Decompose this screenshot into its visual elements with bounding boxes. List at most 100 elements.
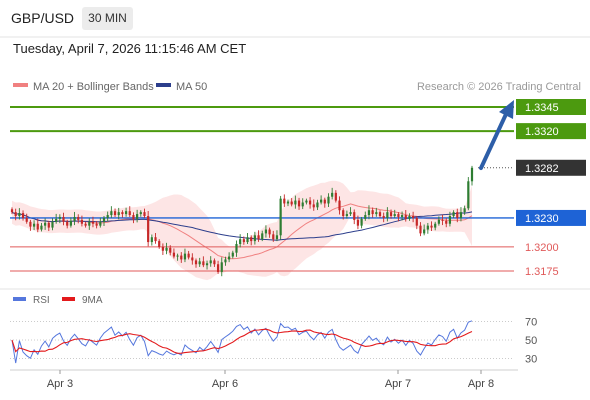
rsi-tick-label: 70 [525, 317, 537, 329]
candle [202, 256, 205, 268]
candle-body [165, 247, 168, 251]
candle [128, 206, 131, 217]
candle-body [21, 213, 25, 218]
candle-body [412, 216, 415, 218]
candle-body [423, 229, 426, 234]
legend-ma20-label: MA 20 + Bollinger Bands [33, 81, 154, 93]
candle [437, 216, 440, 226]
candle-body [448, 216, 452, 224]
candle [441, 214, 444, 226]
candle [121, 210, 124, 218]
candle-body [235, 243, 238, 253]
candle-body [415, 217, 418, 226]
x-tick-label: Apr 6 [212, 378, 238, 390]
x-tick-label: Apr 7 [385, 378, 411, 390]
candle [124, 207, 128, 217]
candle-body [367, 210, 371, 216]
candle-body [353, 212, 356, 220]
candle [397, 212, 400, 222]
candle-body [430, 225, 433, 228]
bollinger-bands [12, 180, 472, 281]
x-tick-label: Apr 3 [47, 378, 73, 390]
legend-9ma-swatch [62, 297, 75, 301]
candle [367, 205, 371, 220]
candle-body [69, 220, 72, 226]
candle [176, 253, 179, 261]
candle [77, 214, 80, 224]
candle [91, 216, 95, 228]
target-label-box [516, 123, 586, 140]
candle-body [463, 208, 466, 213]
candle [353, 209, 356, 225]
candle [36, 218, 39, 233]
candle-body [147, 216, 150, 243]
candle [99, 217, 102, 228]
candle-body [316, 202, 319, 208]
candle-body [445, 220, 448, 224]
candle [14, 208, 17, 221]
chart-header: GBP/USD 30 MIN [0, 0, 590, 38]
candle [231, 250, 234, 259]
candle-body [404, 215, 407, 219]
candle [301, 198, 304, 210]
candle [470, 165, 474, 186]
candle-body [47, 222, 50, 228]
candle-body [99, 221, 102, 226]
candle [29, 219, 32, 231]
candle-body [279, 198, 282, 236]
candle-body [180, 255, 183, 260]
candle [51, 218, 54, 231]
candle [106, 211, 109, 222]
candle [10, 207, 14, 215]
candle-body [364, 215, 367, 219]
level-target-1: 1.3320 [10, 123, 586, 140]
candle-body [95, 223, 98, 226]
candle-body [102, 217, 106, 222]
candle [334, 190, 337, 203]
target-label: 1.3320 [525, 126, 559, 138]
candle [154, 232, 157, 244]
candle-body [176, 255, 179, 257]
candle-body [301, 202, 304, 207]
candle [95, 221, 98, 229]
candle-body [371, 210, 374, 215]
candle [375, 207, 378, 217]
candle [44, 218, 47, 230]
candle [382, 212, 385, 223]
candle-body [389, 212, 393, 217]
support-label: 1.3175 [525, 266, 559, 278]
candle-body [191, 257, 194, 261]
candle-body [342, 210, 345, 217]
candle-body [434, 223, 437, 228]
rsi-panel: 70 50 30 [10, 317, 537, 366]
candle [158, 239, 161, 249]
candle [342, 208, 345, 220]
candle [261, 230, 264, 242]
candle [220, 257, 223, 277]
pivot-label: 1.3230 [525, 213, 559, 225]
candle [84, 221, 87, 228]
candle-body [36, 223, 39, 230]
candle [187, 250, 190, 260]
candle [308, 197, 312, 209]
candle [242, 236, 245, 245]
candle [136, 209, 139, 223]
candle [58, 214, 61, 224]
rsi-tick-label: 30 [525, 354, 537, 366]
candle-body [187, 253, 190, 258]
timeframe-button[interactable]: 30 MIN [82, 7, 133, 30]
candle [297, 197, 301, 210]
candle [331, 187, 334, 200]
candle [224, 256, 227, 266]
candle-body [312, 204, 315, 208]
candle [327, 193, 330, 207]
candle [463, 205, 466, 215]
candle-body [205, 263, 209, 266]
candle [139, 210, 142, 217]
candle-body [202, 261, 205, 266]
candle-body [297, 200, 301, 207]
candle [113, 208, 117, 217]
candle-body [441, 219, 444, 221]
bollinger-band-fill [12, 180, 472, 281]
candle [228, 252, 231, 263]
